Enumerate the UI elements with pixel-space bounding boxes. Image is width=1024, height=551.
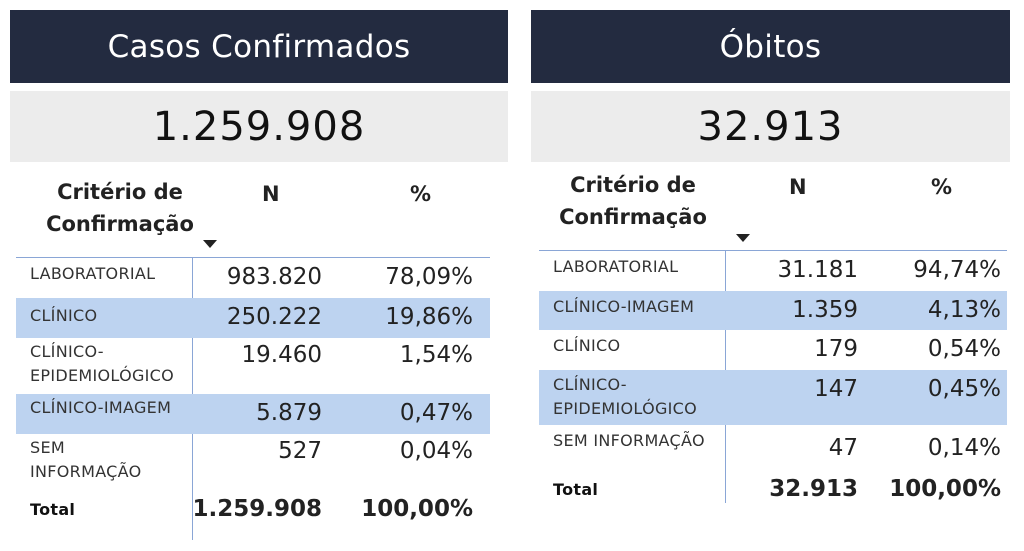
cases-table-body: LABORATORIAL 983.820 78,09% CLÍNICO 250.222 1… <box>10 258 508 530</box>
n-cell: 147 <box>814 376 858 402</box>
table-row[interactable]: LABORATORIAL 983.820 78,09% <box>16 258 490 298</box>
criterio-cell: SEM INFORMAÇÃO <box>553 431 705 450</box>
pct-cell: 0,54% <box>927 336 1001 362</box>
criterio-cell: LABORATORIAL <box>553 257 679 276</box>
n-cell: 5.879 <box>256 400 322 426</box>
table-row[interactable]: LABORATORIAL 31.181 94,74% <box>539 251 1007 291</box>
deaths-table-header: Critério de Confirmação N % <box>531 162 1010 251</box>
n-cell: 983.820 <box>226 264 322 290</box>
pct-cell: 94,74% <box>913 257 1001 283</box>
table-row[interactable]: CLÍNICO-IMAGEM 5.879 0,47% <box>16 394 490 434</box>
pct-cell: 4,13% <box>927 297 1001 323</box>
deaths-panel: Óbitos 32.913 Critério de Confirmação N … <box>531 10 1010 510</box>
pct-cell: 0,45% <box>927 376 1001 402</box>
pct-cell: 1,54% <box>399 342 473 368</box>
column-header-pct[interactable]: % <box>931 175 953 199</box>
pct-cell: 0,04% <box>399 438 473 464</box>
pct-cell: 0,14% <box>927 435 1001 461</box>
header-divider <box>539 250 1007 251</box>
cases-table: Critério de Confirmação N % LABORATORIAL… <box>10 162 508 540</box>
pct-cell: 19,86% <box>385 304 473 330</box>
table-row[interactable]: CLÍNICO- EPIDEMIOLÓGICO 147 0,45% <box>539 370 1007 425</box>
criterio-cell: CLÍNICO- EPIDEMIOLÓGICO <box>30 342 175 385</box>
total-n: 1.259.908 <box>192 496 323 522</box>
total-pct: 100,00% <box>361 496 473 522</box>
column-header-criterio[interactable]: Critério de Confirmação <box>46 180 194 236</box>
total-label: Total <box>30 500 76 519</box>
criterio-cell: CLÍNICO <box>30 306 98 325</box>
pct-cell: 0,47% <box>399 400 473 426</box>
cases-table-header: Critério de Confirmação N % <box>10 162 508 258</box>
table-row[interactable]: CLÍNICO- EPIDEMIOLÓGICO 19.460 1,54% <box>16 338 490 394</box>
table-row[interactable]: CLÍNICO 250.222 19,86% <box>16 298 490 338</box>
n-cell: 1.359 <box>792 297 858 323</box>
cases-title: Casos Confirmados <box>10 10 508 83</box>
criterio-cell: LABORATORIAL <box>30 264 156 283</box>
total-pct: 100,00% <box>889 476 1001 502</box>
table-row[interactable]: CLÍNICO 179 0,54% <box>539 330 1007 370</box>
total-row: Total 32.913 100,00% <box>539 470 1007 510</box>
deaths-total-card: 32.913 <box>531 91 1010 162</box>
deaths-table-body: LABORATORIAL 31.181 94,74% CLÍNICO-IMAGEM 1.… <box>531 251 1010 510</box>
sort-descending-icon[interactable] <box>203 240 217 248</box>
column-header-n[interactable]: N <box>789 175 807 199</box>
n-cell: 250.222 <box>226 304 322 330</box>
deaths-title: Óbitos <box>531 10 1010 83</box>
deaths-table: Critério de Confirmação N % LABORATORIAL… <box>531 162 1010 510</box>
criterio-cell: CLÍNICO-IMAGEM <box>30 398 172 417</box>
criterio-cell: CLÍNICO-IMAGEM <box>553 297 695 316</box>
n-cell: 47 <box>828 435 858 461</box>
n-cell: 31.181 <box>777 257 858 283</box>
n-cell: 19.460 <box>241 342 322 368</box>
column-header-pct[interactable]: % <box>410 182 432 206</box>
sort-descending-icon[interactable] <box>736 234 750 242</box>
table-row[interactable]: CLÍNICO-IMAGEM 1.359 4,13% <box>539 291 1007 330</box>
header-divider <box>16 257 490 258</box>
table-row[interactable]: SEM INFORMAÇÃO 527 0,04% <box>16 434 490 490</box>
n-cell: 179 <box>814 336 858 362</box>
column-header-criterio[interactable]: Critério de Confirmação <box>559 173 707 229</box>
total-row: Total 1.259.908 100,00% <box>16 490 490 530</box>
cases-total-card: 1.259.908 <box>10 91 508 162</box>
criterio-cell: SEM INFORMAÇÃO <box>30 438 142 481</box>
criterio-cell: CLÍNICO- EPIDEMIOLÓGICO <box>553 375 698 418</box>
table-row[interactable]: SEM INFORMAÇÃO 47 0,14% <box>539 425 1007 470</box>
total-n: 32.913 <box>769 476 858 502</box>
total-label: Total <box>553 480 599 499</box>
n-cell: 527 <box>278 438 322 464</box>
criterio-cell: CLÍNICO <box>553 336 621 355</box>
pct-cell: 78,09% <box>385 264 473 290</box>
cases-panel: Casos Confirmados 1.259.908 Critério de … <box>10 10 508 540</box>
column-header-n[interactable]: N <box>262 182 280 206</box>
